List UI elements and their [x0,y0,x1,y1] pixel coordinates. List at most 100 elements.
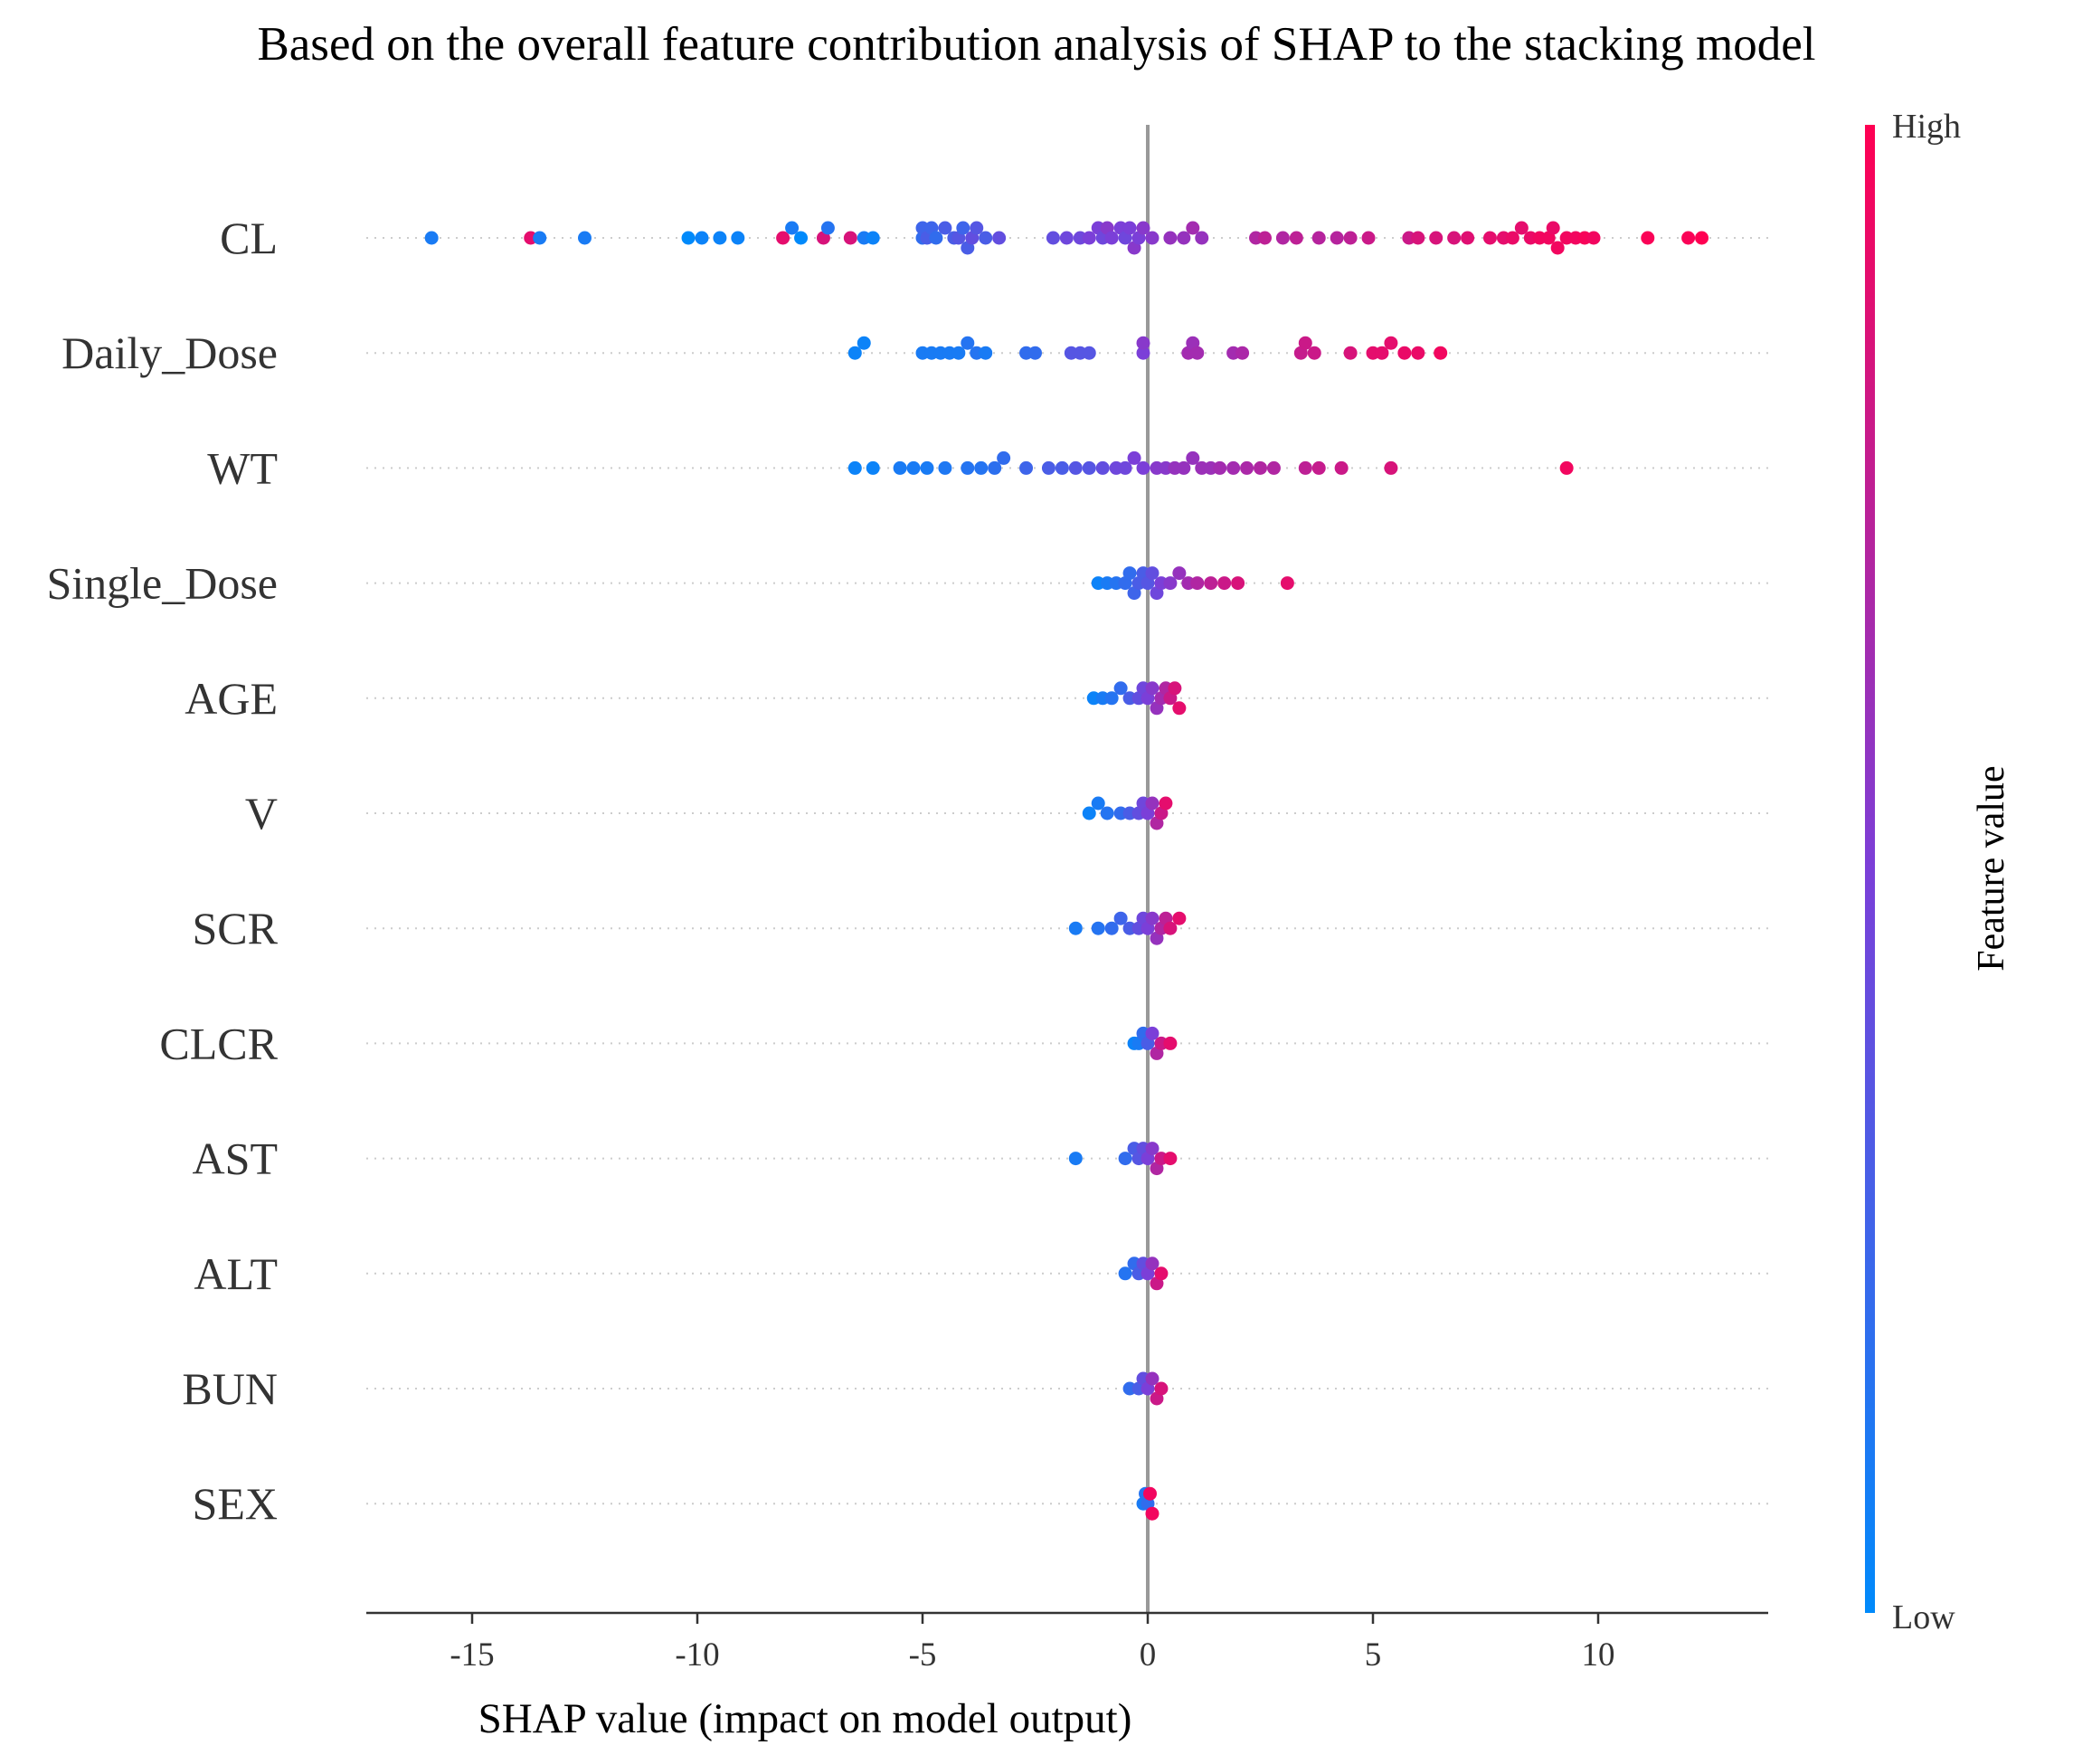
shap-point [1190,346,1205,360]
shap-point [1231,576,1245,591]
shap-point [857,336,871,350]
chart-title: Based on the overall feature contributio… [257,18,1815,71]
feature-label: Single_Dose [46,558,278,609]
shap-point [951,346,966,360]
shap-point [1145,1257,1160,1271]
shap-point [1266,460,1281,475]
shap-point [866,460,880,475]
shap-point [1154,1266,1169,1281]
shap-point [713,231,727,245]
shap-point [866,231,880,245]
shap-point [1177,460,1191,475]
shap-point [847,346,862,360]
shap-point [1275,231,1290,245]
shap-point [578,231,592,245]
shap-point [785,221,800,235]
shap-point [1059,231,1074,245]
shap-point [988,460,1002,475]
shap-point [1095,460,1110,475]
shap-point [1100,806,1114,820]
x-axis-ticks: -15 -10 -5 0 5 10 [450,1613,1615,1674]
shap-point [1177,231,1191,245]
feature-labels: CL Daily_Dose WT Single_Dose AGE V SCR CLCR AST A… [46,213,278,1529]
shap-point [1136,460,1150,475]
shap-point [1127,450,1141,465]
x-tick-label: -5 [909,1636,937,1674]
shap-point [1586,231,1601,245]
shap-point [1298,336,1312,350]
shap-point [1145,681,1160,696]
x-tick-label: -15 [450,1636,494,1674]
colorbar-title: Feature value [1971,765,2012,971]
shap-point [1546,221,1560,235]
shap-point [1213,460,1227,475]
shap-point [1298,460,1312,475]
shap-point [1068,921,1083,935]
x-tick-label: 5 [1365,1636,1382,1674]
shap-point [1068,1152,1083,1166]
feature-label: CL [220,213,278,263]
shap-point [1159,796,1173,811]
shap-point [1384,336,1398,350]
shap-point [1411,231,1425,245]
feature-label: Daily_Dose [62,327,278,378]
shap-point [893,460,907,475]
shap-point [794,231,809,245]
shap-point [1186,221,1200,235]
shap-point [1104,691,1119,706]
x-axis-title: SHAP value (impact on model output) [478,1695,1132,1742]
feature-row-guides [366,237,1768,1505]
shap-point [820,221,835,235]
shap-point [424,231,439,245]
shap-point [1375,346,1389,360]
shap-point [1307,346,1321,360]
shap-point [1681,231,1696,245]
shap-point [1055,460,1069,475]
shap-point [1163,1152,1178,1166]
shap-point [992,231,1007,245]
shap-point [1641,231,1655,245]
shap-point [1041,460,1055,475]
shap-point [1154,1381,1169,1396]
shap-points [424,221,1709,1521]
shap-point [1163,576,1178,591]
feature-label: AST [193,1133,278,1184]
shap-point [695,231,709,245]
shap-point [1113,681,1128,696]
shap-point [1334,460,1349,475]
shap-point [1136,336,1150,350]
shap-point [1254,460,1267,475]
shap-point [1068,460,1083,475]
shap-point [1168,681,1182,696]
shap-point [1046,231,1060,245]
shap-point [1091,796,1105,811]
shap-point [1226,460,1241,475]
shap-point [1482,231,1497,245]
shap-point [1163,231,1178,245]
x-tick-label: 10 [1582,1636,1615,1674]
shap-point [961,460,975,475]
shap-point [843,231,857,245]
shap-point [1411,346,1425,360]
shap-point [731,231,745,245]
shap-point [1235,346,1250,360]
shap-point [979,346,993,360]
shap-point [1145,1026,1160,1040]
feature-label: V [245,788,278,839]
feature-label: BUN [182,1363,278,1414]
shap-point [1104,921,1119,935]
shap-point [1122,221,1137,235]
shap-point [1186,450,1200,465]
shap-point [1505,231,1519,245]
feature-label: ALT [194,1248,278,1299]
shap-point [1311,460,1326,475]
shap-point [1082,231,1096,245]
shap-point [1343,346,1358,360]
shap-point [938,221,952,235]
shap-point [1429,231,1444,245]
shap-point [1311,231,1326,245]
shap-point [1217,576,1232,591]
colorbar-low-label: Low [1892,1598,1955,1636]
shap-point [1118,1152,1132,1166]
shap-point [1145,1371,1160,1386]
